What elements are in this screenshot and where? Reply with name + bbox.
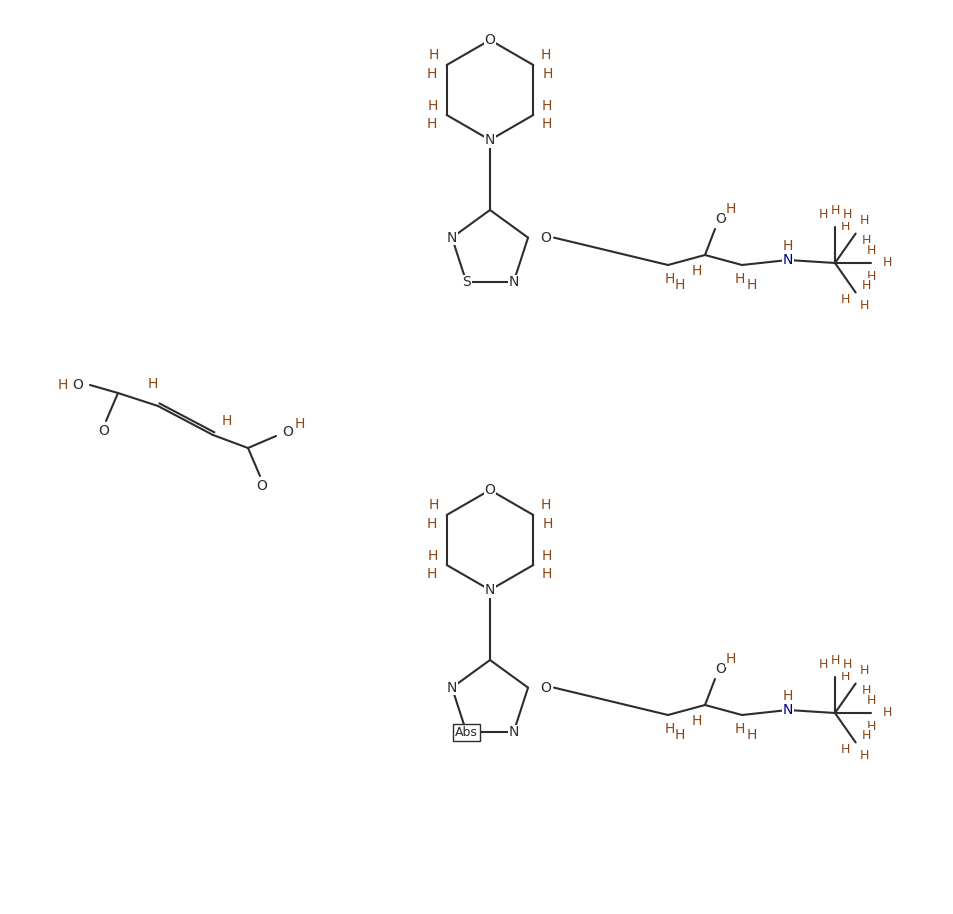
Text: H: H: [829, 205, 839, 218]
Text: N: N: [446, 230, 456, 245]
Text: H: H: [541, 567, 552, 581]
Text: N: N: [508, 726, 518, 739]
Text: H: H: [861, 685, 870, 697]
Text: H: H: [691, 714, 701, 728]
Text: H: H: [746, 278, 757, 292]
Text: H: H: [426, 67, 436, 81]
Text: O: O: [715, 212, 725, 226]
Text: H: H: [427, 99, 437, 113]
Text: H: H: [840, 293, 849, 306]
Text: Abs: Abs: [455, 726, 477, 739]
Text: O: O: [540, 681, 551, 695]
Text: N: N: [484, 583, 495, 597]
Text: H: H: [865, 243, 875, 257]
Text: H: H: [58, 378, 68, 392]
Text: S: S: [461, 275, 471, 290]
Text: H: H: [426, 117, 436, 131]
Text: N: N: [446, 681, 456, 695]
Text: H: H: [664, 722, 675, 736]
Text: O: O: [540, 230, 551, 245]
Text: H: H: [782, 689, 792, 703]
Text: H: H: [841, 658, 851, 672]
Text: N: N: [782, 703, 792, 717]
Text: H: H: [674, 278, 684, 292]
Text: H: H: [840, 743, 849, 757]
Text: H: H: [428, 498, 438, 512]
Text: H: H: [818, 208, 827, 221]
Text: H: H: [829, 654, 839, 667]
Text: O: O: [484, 33, 495, 47]
Text: H: H: [861, 728, 870, 741]
Text: H: H: [882, 707, 891, 719]
Text: H: H: [541, 99, 552, 113]
Text: H: H: [540, 498, 551, 512]
Text: H: H: [782, 239, 792, 253]
Text: O: O: [484, 483, 495, 497]
Text: H: H: [426, 517, 436, 531]
Text: H: H: [148, 377, 158, 391]
Text: H: H: [540, 48, 551, 62]
Text: H: H: [294, 417, 305, 431]
Text: H: H: [734, 272, 744, 286]
Text: H: H: [818, 658, 827, 672]
Text: H: H: [542, 67, 553, 81]
Text: H: H: [426, 567, 436, 581]
Text: H: H: [222, 414, 232, 428]
Text: H: H: [860, 214, 868, 227]
Text: N: N: [782, 253, 792, 267]
Text: H: H: [860, 299, 868, 312]
Text: H: H: [865, 270, 875, 282]
Text: H: H: [541, 549, 552, 563]
Text: N: N: [484, 133, 495, 147]
Text: H: H: [860, 749, 868, 762]
Text: N: N: [508, 275, 518, 290]
Text: H: H: [860, 664, 868, 677]
Text: H: H: [725, 652, 736, 666]
Text: H: H: [664, 272, 675, 286]
Text: H: H: [734, 722, 744, 736]
Text: H: H: [674, 728, 684, 742]
Text: H: H: [725, 202, 736, 216]
Text: O: O: [282, 425, 294, 439]
Text: H: H: [865, 719, 875, 732]
Text: H: H: [542, 517, 553, 531]
Text: H: H: [841, 208, 851, 221]
Text: H: H: [861, 279, 870, 292]
Text: H: H: [691, 264, 701, 278]
Text: O: O: [98, 424, 110, 438]
Text: O: O: [72, 378, 83, 392]
Text: H: H: [865, 694, 875, 707]
Text: H: H: [746, 728, 757, 742]
Text: H: H: [427, 549, 437, 563]
Text: H: H: [840, 219, 849, 232]
Text: O: O: [256, 479, 267, 493]
Text: H: H: [861, 235, 870, 248]
Text: H: H: [840, 670, 849, 683]
Text: H: H: [541, 117, 552, 131]
Text: H: H: [882, 257, 891, 270]
Text: H: H: [428, 48, 438, 62]
Text: O: O: [715, 662, 725, 676]
